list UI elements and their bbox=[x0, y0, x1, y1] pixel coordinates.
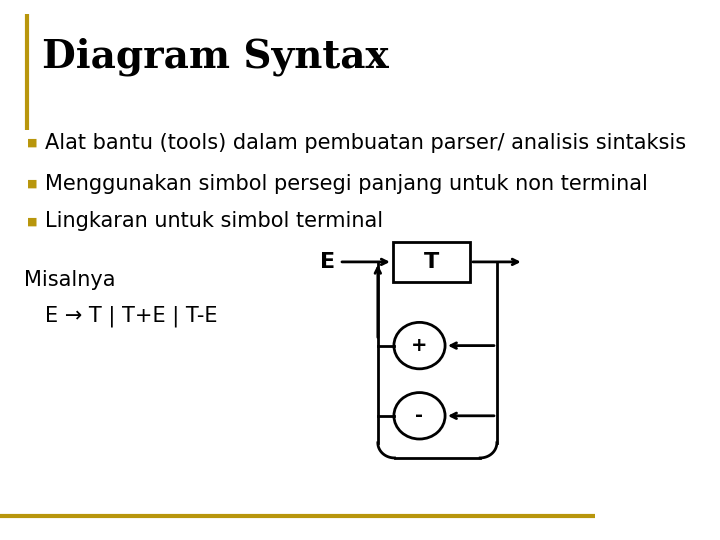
Text: E: E bbox=[320, 252, 335, 272]
Text: T: T bbox=[424, 252, 439, 272]
Text: ■: ■ bbox=[27, 179, 38, 188]
Text: Diagram Syntax: Diagram Syntax bbox=[42, 38, 388, 76]
Text: Alat bantu (tools) dalam pembuatan parser/ analisis sintaksis: Alat bantu (tools) dalam pembuatan parse… bbox=[45, 133, 685, 153]
Text: +: + bbox=[411, 336, 428, 355]
Text: E → T | T+E | T-E: E → T | T+E | T-E bbox=[45, 305, 217, 327]
FancyBboxPatch shape bbox=[392, 241, 470, 282]
Text: Menggunakan simbol persegi panjang untuk non terminal: Menggunakan simbol persegi panjang untuk… bbox=[45, 173, 647, 194]
Text: -: - bbox=[415, 406, 423, 426]
Text: ■: ■ bbox=[27, 217, 38, 226]
Text: Lingkaran untuk simbol terminal: Lingkaran untuk simbol terminal bbox=[45, 211, 383, 232]
Text: ■: ■ bbox=[27, 138, 38, 148]
Text: Misalnya: Misalnya bbox=[24, 270, 115, 290]
